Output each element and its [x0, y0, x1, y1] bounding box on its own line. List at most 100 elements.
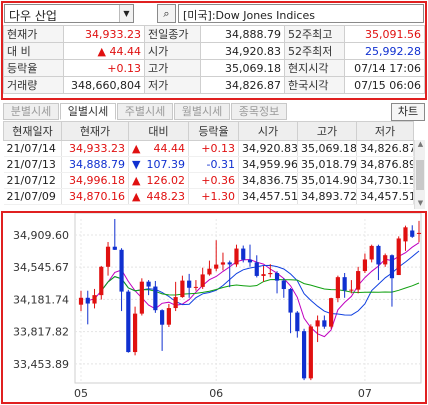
symbol-select[interactable]: 다우 산업 ▼: [4, 4, 134, 23]
quote-row: 등락율 +0.13 고가 35,069.18 현지시각 07/14 17:06: [3, 59, 425, 77]
column-header[interactable]: 등락율: [188, 121, 239, 141]
quote-value: 07/14 17:06: [344, 59, 425, 77]
quote-label: 현지시각: [284, 59, 345, 77]
quote-label: 52주최고: [284, 25, 345, 43]
scrollbar-thumb[interactable]: [416, 160, 424, 190]
quote-label: 52주최저: [284, 42, 345, 60]
quote-value: 34,888.79: [200, 25, 285, 43]
plot-area: [74, 213, 422, 384]
chart-button[interactable]: 차트: [391, 103, 425, 121]
candle-body: [78, 297, 84, 305]
search-button[interactable]: ⌕: [157, 4, 176, 23]
tab-0[interactable]: 분별시세: [3, 103, 59, 120]
quote-value: 34,920.83: [200, 42, 285, 60]
tab-bar: 분별시세 일별시세 주별시세 월별시세 종목정보 차트: [3, 103, 425, 121]
quote-value: 35,091.56: [344, 25, 425, 43]
candle-body: [356, 271, 361, 290]
table-row[interactable]: 21/07/14 34,933.23 ▲ 44.44 +0.13 34,920.83 35,…: [3, 140, 414, 157]
candle-body: [241, 248, 246, 260]
candle-body: [220, 262, 226, 265]
candle-body: [207, 268, 212, 275]
candle-body: [132, 313, 138, 353]
tab-4[interactable]: 종목정보: [231, 103, 287, 120]
candle-body: [187, 280, 192, 288]
column-header[interactable]: 고가: [297, 121, 357, 141]
candle-body: [180, 280, 185, 298]
cell-date: 21/07/13: [3, 156, 62, 173]
chevron-down-icon[interactable]: ▼: [119, 5, 133, 22]
candle-body: [247, 259, 253, 263]
y-tick-label: 34,909.60: [13, 229, 69, 242]
index-name-field: [미국]:Dow Jones Indices: [178, 4, 424, 23]
candle-body: [139, 281, 144, 314]
chart-panel-highlight: [1, 211, 427, 404]
column-header[interactable]: 현재일자: [3, 121, 62, 141]
quote-value: +0.13: [63, 59, 145, 77]
quote-label: 저가: [144, 76, 201, 94]
cell-diff: ▼ 107.39: [128, 156, 189, 173]
table-row[interactable]: 21/07/13 34,888.79 ▼ 107.39 -0.31 34,959.96 35…: [3, 156, 414, 173]
diff-value: 107.39: [146, 158, 186, 171]
quote-value: 25,992.28: [344, 42, 425, 60]
symbol-header: 다우 산업 ▼ ⌕ [미국]:Dow Jones Indices: [4, 4, 424, 23]
candle-body: [288, 289, 293, 313]
cell-date: 21/07/14: [3, 140, 62, 157]
cell-diff: ▲ 126.02: [128, 172, 189, 189]
diff-value: 44.44: [153, 142, 186, 155]
column-header[interactable]: 대비: [128, 121, 189, 141]
candle-body: [200, 274, 205, 287]
table-row[interactable]: 21/07/12 34,996.18 ▲ 126.02 +0.36 34,836.75 35…: [3, 172, 414, 189]
diff-value: 448.23: [146, 190, 186, 203]
cell-open: 34,959.96: [238, 156, 298, 173]
candle-body: [410, 230, 415, 237]
candle-body: [416, 232, 422, 234]
candle-body: [153, 286, 158, 311]
candle-body: [227, 262, 232, 265]
candlestick-chart[interactable]: 34,909.60 34,545.67 34,181.74 33,817.82 33,4…: [3, 213, 425, 402]
candle-body: [146, 281, 151, 287]
cell-price: 34,996.18: [61, 172, 129, 189]
candle-body: [254, 262, 259, 276]
candle-body: [383, 255, 388, 265]
table-row[interactable]: 21/07/09 34,870.16 ▲ 448.23 +1.30 34,457.51 34…: [3, 188, 414, 205]
quote-label: 거래량: [3, 76, 64, 94]
cell-date: 21/07/12: [3, 172, 62, 189]
scroll-up-icon[interactable]: ▲: [417, 140, 424, 148]
quote-value: 35,069.18: [200, 59, 285, 77]
quote-row: 현재가 34,933.23 전일종가 34,888.79 52주최고 35,091.56: [3, 25, 425, 43]
cell-high: 35,069.18: [297, 140, 357, 157]
candle-body: [85, 297, 90, 304]
quote-value: 34,826.87: [200, 76, 285, 94]
cell-rate: +0.36: [188, 172, 239, 189]
quote-value: 348,660,804: [63, 76, 145, 94]
quote-value: 34,933.23: [63, 25, 145, 43]
up-arrow-icon: ▲: [132, 142, 141, 155]
cell-low: 34,457.51: [356, 188, 414, 205]
quote-label: 한국시각: [284, 76, 345, 94]
tab-3[interactable]: 월별시세: [174, 103, 230, 120]
candle-body: [99, 266, 104, 296]
cell-open: 34,836.75: [238, 172, 298, 189]
candle-body: [329, 298, 334, 327]
candle-body: [362, 259, 368, 272]
column-header[interactable]: 저가: [356, 121, 414, 141]
cell-high: 35,014.90: [297, 172, 357, 189]
candle-body: [261, 274, 266, 276]
table-scrollbar[interactable]: ▲ ▼: [414, 140, 425, 209]
quote-label: 대 비: [3, 42, 64, 60]
column-header[interactable]: 시가: [238, 121, 298, 141]
column-header[interactable]: 현재가: [61, 121, 129, 141]
y-tick-label: 34,545.67: [13, 261, 69, 274]
quote-label: 전일종가: [144, 25, 201, 43]
cell-rate: -0.31: [188, 156, 239, 173]
tab-2[interactable]: 주별시세: [117, 103, 173, 120]
cell-diff: ▲ 44.44: [128, 140, 189, 157]
quote-label: 현재가: [3, 25, 64, 43]
cell-high: 35,018.79: [297, 156, 357, 173]
scroll-down-icon[interactable]: ▼: [417, 199, 424, 207]
cell-open: 34,457.51: [238, 188, 298, 205]
candle-body: [301, 331, 307, 379]
quote-value: ▲ 44.44: [63, 42, 145, 60]
symbol-select-value: 다우 산업: [9, 9, 57, 23]
tab-1[interactable]: 일별시세: [60, 103, 116, 120]
